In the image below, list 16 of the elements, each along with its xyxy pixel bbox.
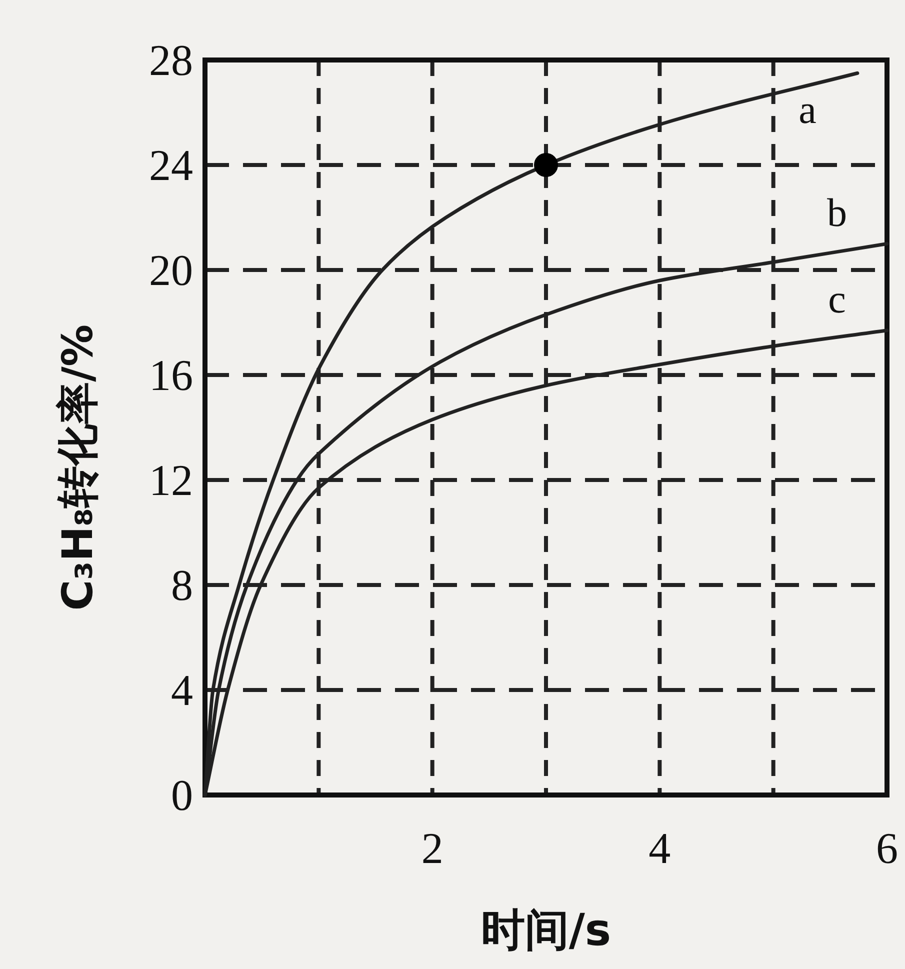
series-label: b xyxy=(827,190,847,235)
y-tick-label: 8 xyxy=(171,561,193,610)
y-tick-label: 4 xyxy=(171,666,193,715)
x-tick-label: 4 xyxy=(648,824,671,873)
series-label: c xyxy=(828,276,846,322)
y-tick-label: 12 xyxy=(149,456,193,505)
series-label: a xyxy=(798,87,817,132)
y-tick-label: 28 xyxy=(149,36,193,85)
y-tick-label: 24 xyxy=(149,141,193,190)
x-axis-title: 时间/s xyxy=(480,905,612,956)
y-tick-label: 20 xyxy=(149,246,193,295)
y-tick-label: 0 xyxy=(171,771,193,820)
x-tick-label: 2 xyxy=(421,824,444,873)
y-axis-title: C₃H₈转化率/% xyxy=(53,324,102,611)
x-tick-label: 6 xyxy=(876,824,898,873)
y-tick-label: 16 xyxy=(149,351,193,400)
